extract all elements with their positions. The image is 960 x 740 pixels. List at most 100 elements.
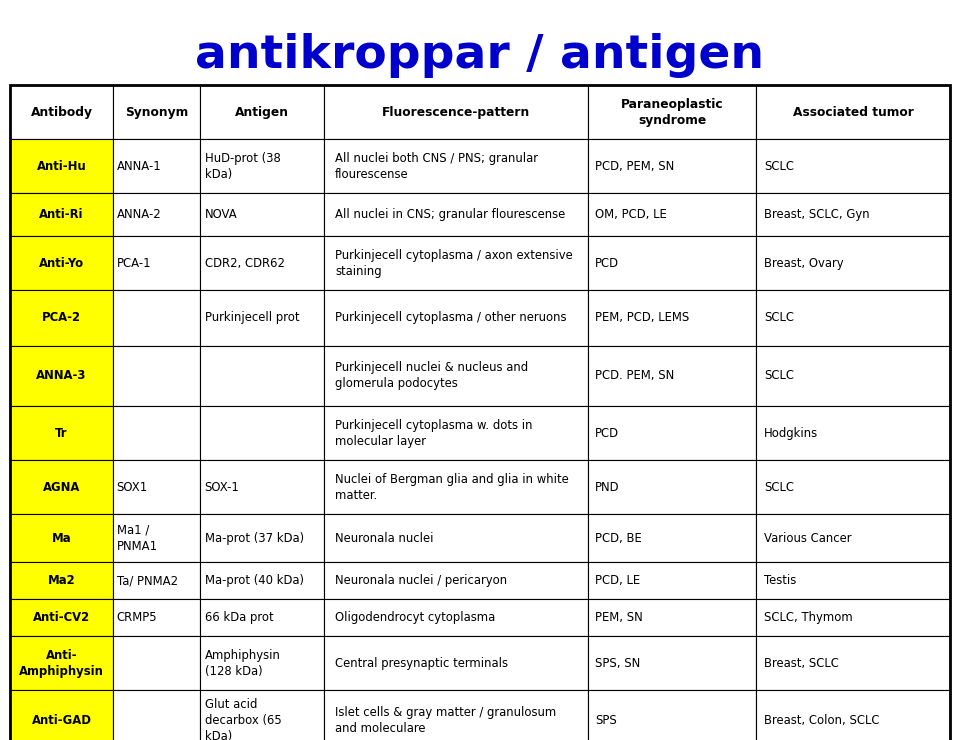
Bar xyxy=(324,85,588,139)
Bar xyxy=(200,514,324,562)
Text: All nuclei both CNS / PNS; granular
flourescense: All nuclei both CNS / PNS; granular flou… xyxy=(335,152,538,181)
Text: Ma-prot (37 kDa): Ma-prot (37 kDa) xyxy=(204,532,303,545)
Text: Paraneoplastic
syndrome: Paraneoplastic syndrome xyxy=(621,98,724,127)
Text: Anti-Yo: Anti-Yo xyxy=(38,257,84,269)
Text: Breast, SCLC: Breast, SCLC xyxy=(764,657,839,670)
Bar xyxy=(756,139,950,193)
Bar xyxy=(200,236,324,290)
Text: ANNA-2: ANNA-2 xyxy=(117,208,161,221)
Text: SOX-1: SOX-1 xyxy=(204,481,240,494)
Bar xyxy=(588,193,756,236)
Bar xyxy=(756,406,950,460)
Bar xyxy=(113,599,200,636)
Text: PEM, SN: PEM, SN xyxy=(595,611,643,625)
Text: Anti-CV2: Anti-CV2 xyxy=(33,611,90,625)
Bar xyxy=(10,406,113,460)
Bar xyxy=(588,236,756,290)
Text: AGNA: AGNA xyxy=(43,481,80,494)
Bar xyxy=(200,193,324,236)
Text: PCD: PCD xyxy=(595,427,619,440)
Bar xyxy=(200,460,324,514)
Text: Anti-GAD: Anti-GAD xyxy=(32,714,91,727)
Text: Oligodendrocyt cytoplasma: Oligodendrocyt cytoplasma xyxy=(335,611,495,625)
Bar xyxy=(588,139,756,193)
Bar xyxy=(588,406,756,460)
Bar xyxy=(113,690,200,740)
Bar xyxy=(756,562,950,599)
Bar xyxy=(588,690,756,740)
Text: Neuronala nuclei / pericaryon: Neuronala nuclei / pericaryon xyxy=(335,574,507,588)
Bar xyxy=(10,636,113,690)
Text: SCLC: SCLC xyxy=(764,312,794,324)
Bar xyxy=(113,139,200,193)
Text: Glut acid
decarbox (65
kDa): Glut acid decarbox (65 kDa) xyxy=(204,699,281,740)
Text: Breast, Colon, SCLC: Breast, Colon, SCLC xyxy=(764,714,879,727)
Text: PEM, PCD, LEMS: PEM, PCD, LEMS xyxy=(595,312,689,324)
Text: Islet cells & gray matter / granulosum
and moleculare: Islet cells & gray matter / granulosum a… xyxy=(335,706,556,736)
Text: Amphiphysin
(128 kDa): Amphiphysin (128 kDa) xyxy=(204,649,280,678)
Bar xyxy=(113,636,200,690)
Bar xyxy=(324,139,588,193)
Text: ANNA-3: ANNA-3 xyxy=(36,369,86,383)
Text: PCA-1: PCA-1 xyxy=(117,257,152,269)
Text: Tr: Tr xyxy=(55,427,68,440)
Bar xyxy=(756,460,950,514)
Text: Various Cancer: Various Cancer xyxy=(764,532,852,545)
Text: PCA-2: PCA-2 xyxy=(42,312,81,324)
Text: Ta/ PNMA2: Ta/ PNMA2 xyxy=(117,574,178,588)
Text: SCLC, Thymom: SCLC, Thymom xyxy=(764,611,853,625)
Text: SOX1: SOX1 xyxy=(117,481,148,494)
Text: All nuclei in CNS; granular flourescense: All nuclei in CNS; granular flourescense xyxy=(335,208,565,221)
Bar xyxy=(324,514,588,562)
Bar xyxy=(588,599,756,636)
Bar xyxy=(324,193,588,236)
Bar xyxy=(200,636,324,690)
Text: Anti-Ri: Anti-Ri xyxy=(39,208,84,221)
Bar xyxy=(588,85,756,139)
Text: ANNA-1: ANNA-1 xyxy=(117,160,161,172)
Bar xyxy=(200,562,324,599)
Text: SCLC: SCLC xyxy=(764,160,794,172)
Bar xyxy=(200,290,324,346)
Text: Ma1 /
PNMA1: Ma1 / PNMA1 xyxy=(117,524,157,553)
Bar xyxy=(324,690,588,740)
Text: Purkinjecell cytoplasma / other neruons: Purkinjecell cytoplasma / other neruons xyxy=(335,312,566,324)
Bar xyxy=(113,514,200,562)
Text: Anti-Hu: Anti-Hu xyxy=(36,160,86,172)
Bar xyxy=(756,193,950,236)
Text: NOVA: NOVA xyxy=(204,208,237,221)
Text: Neuronala nuclei: Neuronala nuclei xyxy=(335,532,434,545)
Text: PCD, PEM, SN: PCD, PEM, SN xyxy=(595,160,675,172)
Text: Nuclei of Bergman glia and glia in white
matter.: Nuclei of Bergman glia and glia in white… xyxy=(335,473,568,502)
Bar xyxy=(10,514,113,562)
Bar xyxy=(113,236,200,290)
Bar xyxy=(756,290,950,346)
Bar xyxy=(324,346,588,406)
Bar xyxy=(588,460,756,514)
Text: Purkinjecell prot: Purkinjecell prot xyxy=(204,312,300,324)
Text: Synonym: Synonym xyxy=(125,106,188,118)
Bar xyxy=(324,290,588,346)
Text: Associated tumor: Associated tumor xyxy=(793,106,914,118)
Text: Breast, Ovary: Breast, Ovary xyxy=(764,257,844,269)
Bar xyxy=(10,139,113,193)
Bar xyxy=(200,139,324,193)
Bar xyxy=(113,460,200,514)
Text: Anti-
Amphiphysin: Anti- Amphiphysin xyxy=(19,649,104,678)
Bar xyxy=(324,562,588,599)
Bar xyxy=(200,85,324,139)
Text: Ma2: Ma2 xyxy=(48,574,75,588)
Bar xyxy=(200,599,324,636)
Bar xyxy=(10,290,113,346)
Text: Ma-prot (40 kDa): Ma-prot (40 kDa) xyxy=(204,574,303,588)
Bar xyxy=(113,290,200,346)
Text: Purkinjecell cytoplasma / axon extensive
staining: Purkinjecell cytoplasma / axon extensive… xyxy=(335,249,573,278)
Text: PCD. PEM, SN: PCD. PEM, SN xyxy=(595,369,675,383)
Text: PND: PND xyxy=(595,481,620,494)
Text: CDR2, CDR62: CDR2, CDR62 xyxy=(204,257,284,269)
Bar xyxy=(10,460,113,514)
Text: Purkinjecell cytoplasma w. dots in
molecular layer: Purkinjecell cytoplasma w. dots in molec… xyxy=(335,419,533,448)
Bar xyxy=(324,406,588,460)
Text: SPS, SN: SPS, SN xyxy=(595,657,640,670)
Bar xyxy=(113,406,200,460)
